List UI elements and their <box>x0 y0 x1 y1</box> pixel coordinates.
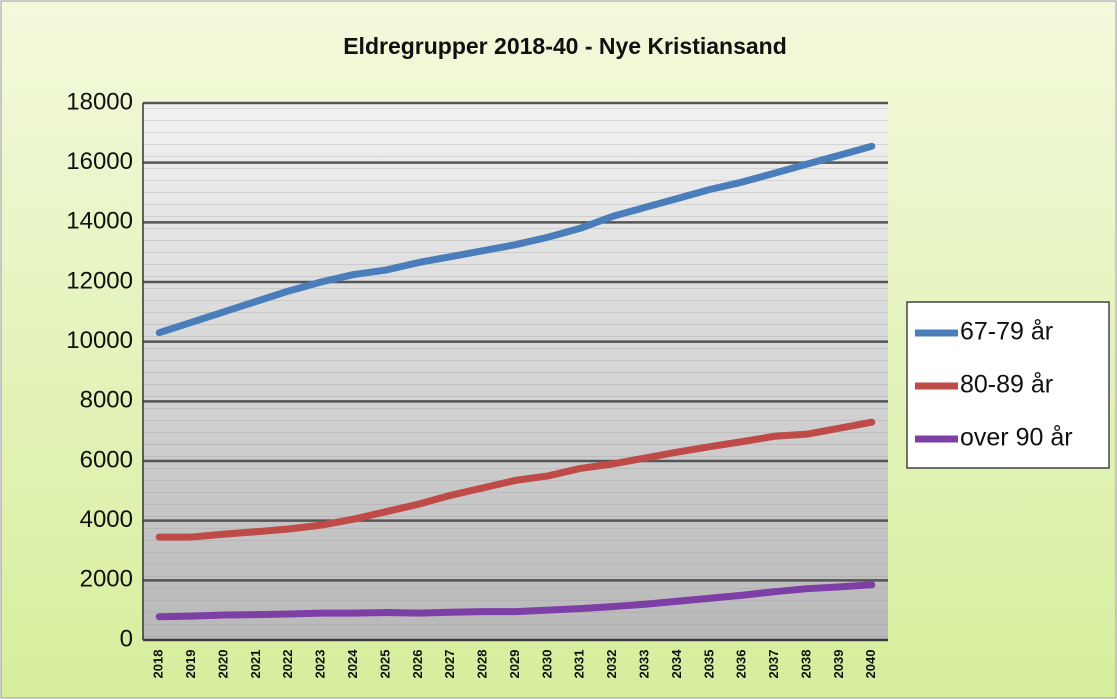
series-line <box>155 418 876 541</box>
x-tick-label: 2021 <box>248 650 263 679</box>
x-tick-label: 2028 <box>475 650 490 679</box>
chart-title: Eldregrupper 2018-40 - Nye Kristiansand <box>343 33 787 59</box>
x-tick-label: 2040 <box>863 650 878 679</box>
y-tick-label: 8000 <box>80 387 133 414</box>
x-tick-label: 2022 <box>280 650 295 679</box>
x-tick-label: 2025 <box>377 650 392 679</box>
x-tick-label: 2038 <box>798 650 813 679</box>
x-tick-label: 2023 <box>313 650 328 679</box>
x-tick-label: 2027 <box>442 650 457 679</box>
x-tick-label: 2029 <box>507 650 522 679</box>
x-tick-label: 2018 <box>151 650 166 679</box>
x-tick-label: 2034 <box>669 649 684 679</box>
y-tick-label: 10000 <box>66 327 133 354</box>
x-tick-label: 2039 <box>831 650 846 679</box>
x-tick-label: 2024 <box>345 649 360 679</box>
y-tick-label: 12000 <box>66 267 133 294</box>
legend-label: 67-79 år <box>960 318 1053 346</box>
y-tick-label: 4000 <box>80 506 133 533</box>
series-line <box>155 581 876 621</box>
legend-label: 80-89 år <box>960 371 1053 399</box>
y-tick-label: 14000 <box>66 208 133 235</box>
minor-grid <box>143 103 888 640</box>
y-tick-label: 6000 <box>80 446 133 473</box>
x-tick-label: 2037 <box>766 650 781 679</box>
y-tick-label: 16000 <box>66 148 133 175</box>
x-tick-label: 2035 <box>701 650 716 679</box>
x-tick-label: 2033 <box>637 650 652 679</box>
y-tick-label: 0 <box>120 625 133 652</box>
y-tick-label: 2000 <box>80 566 133 593</box>
legend-label: over 90 år <box>960 424 1073 452</box>
x-tick-label: 2031 <box>572 650 587 679</box>
x-tick-label: 2036 <box>734 650 749 679</box>
x-tick-label: 2020 <box>215 650 230 679</box>
x-tick-label: 2030 <box>539 650 554 679</box>
series-line <box>155 142 876 337</box>
y-tick-label: 18000 <box>66 88 133 115</box>
x-tick-label: 2019 <box>183 650 198 679</box>
x-tick-label: 2026 <box>410 650 425 679</box>
x-tick-label: 2032 <box>604 650 619 679</box>
